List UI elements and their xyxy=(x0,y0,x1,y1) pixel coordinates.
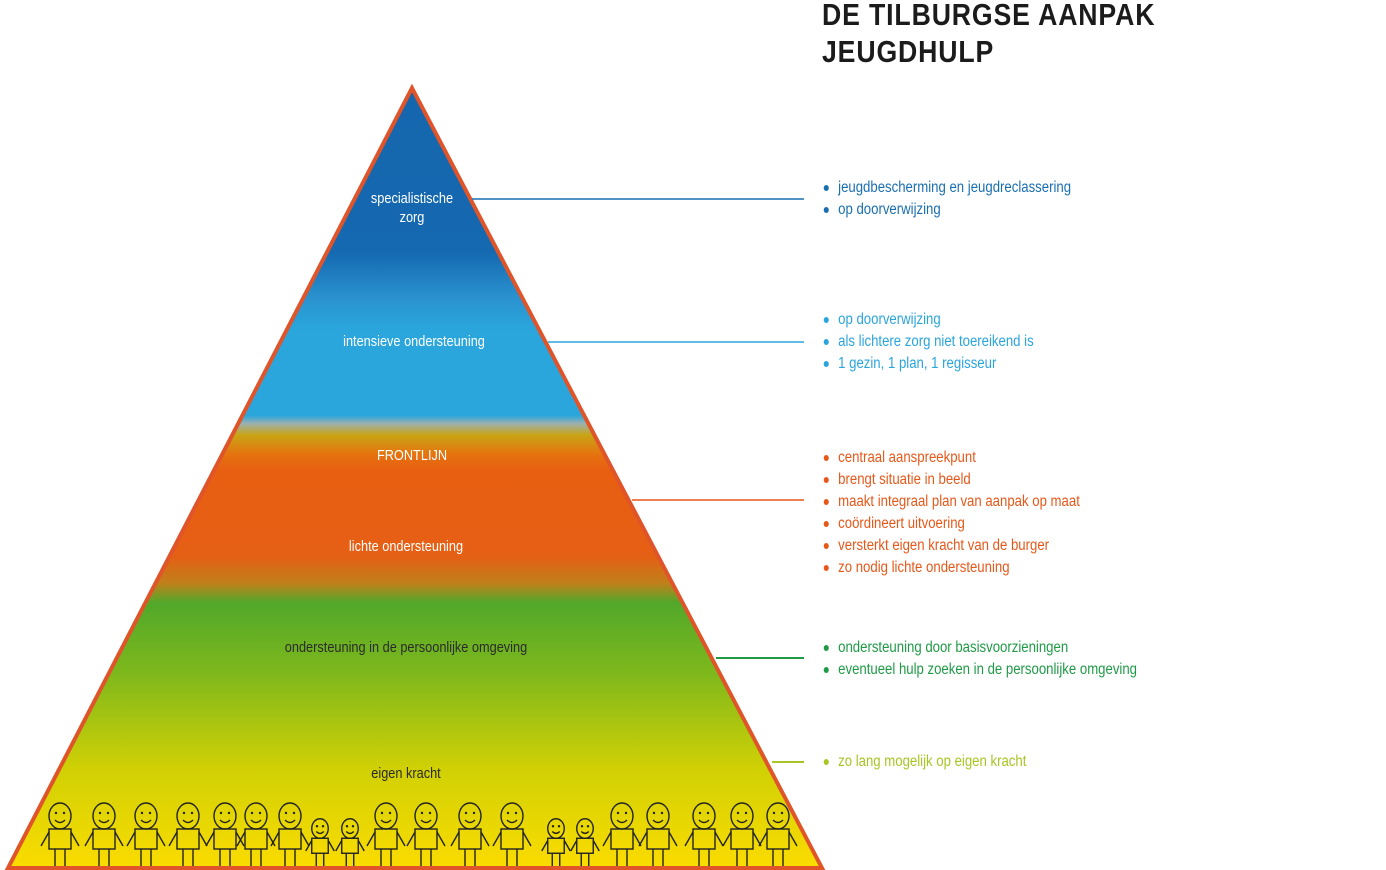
person-figure xyxy=(84,802,124,866)
person-figure xyxy=(492,802,532,866)
list-item: zo nodig lichte ondersteuning xyxy=(822,557,1080,579)
list-item: maakt integraal plan van aanpak op maat xyxy=(822,491,1080,513)
list-item: op doorverwijzing xyxy=(822,309,1034,331)
list-item: 1 gezin, 1 plan, 1 regisseur xyxy=(822,353,1034,375)
person-figure xyxy=(406,802,446,866)
frontline-list: centraal aanspreekpunt brengt situatie i… xyxy=(822,447,1080,579)
person-figure xyxy=(40,802,80,866)
list-item: centraal aanspreekpunt xyxy=(822,447,1080,469)
list-item: op doorverwijzing xyxy=(822,199,1071,221)
level-light-label: lichte ondersteuning xyxy=(348,538,464,555)
personal-list: ondersteuning door basisvoorzieningen ev… xyxy=(822,637,1137,681)
list-item: als lichtere zorg niet toereikend is xyxy=(822,331,1034,353)
own-list: zo lang mogelijk op eigen kracht xyxy=(822,751,1026,773)
person-figure xyxy=(205,802,245,866)
person-figure xyxy=(168,802,208,866)
level-label-line: zorg xyxy=(399,209,425,226)
level-frontline-label: FRONTLIJN xyxy=(376,447,448,464)
person-figure xyxy=(270,802,310,866)
list-item: brengt situatie in beeld xyxy=(822,469,1080,491)
person-figure xyxy=(638,802,678,866)
list-item: ondersteuning door basisvoorzieningen xyxy=(822,637,1137,659)
intensive-list: op doorverwijzing als lichtere zorg niet… xyxy=(822,309,1034,375)
pyramid-shape xyxy=(4,83,826,870)
person-figure xyxy=(236,802,276,866)
person-figure xyxy=(570,818,600,866)
list-item: eventueel hulp zoeken in de persoonlijke… xyxy=(822,659,1137,681)
list-item: versterkt eigen kracht van de burger xyxy=(822,535,1080,557)
list-item: jeugdbescherming en jeugdreclassering xyxy=(822,177,1071,199)
person-figure xyxy=(758,802,798,866)
people-illustration xyxy=(40,802,798,866)
page-title: DE TILBURGSE AANPAK JEUGDHULP xyxy=(822,0,1155,70)
person-figure xyxy=(126,802,166,866)
person-figure xyxy=(722,802,762,866)
title-line-2: JEUGDHULP xyxy=(822,34,995,69)
person-figure xyxy=(305,818,335,866)
title-line-1: DE TILBURGSE AANPAK xyxy=(822,0,1156,32)
level-intensive-label: intensieve ondersteuning xyxy=(343,333,485,350)
level-personal-label: ondersteuning in de persoonlijke omgevin… xyxy=(284,639,528,656)
person-figure xyxy=(335,818,365,866)
level-own-label: eigen kracht xyxy=(371,765,441,782)
specialist-list: jeugdbescherming en jeugdreclassering op… xyxy=(822,177,1071,221)
person-figure xyxy=(541,818,571,866)
person-figure xyxy=(450,802,490,866)
person-figure xyxy=(602,802,642,866)
person-figure xyxy=(366,802,406,866)
person-figure xyxy=(684,802,724,866)
level-specialist-label: specialistische zorg xyxy=(371,189,453,227)
list-item: zo lang mogelijk op eigen kracht xyxy=(822,751,1026,773)
list-item: coördineert uitvoering xyxy=(822,513,1080,535)
level-label-line: specialistische xyxy=(370,190,454,207)
